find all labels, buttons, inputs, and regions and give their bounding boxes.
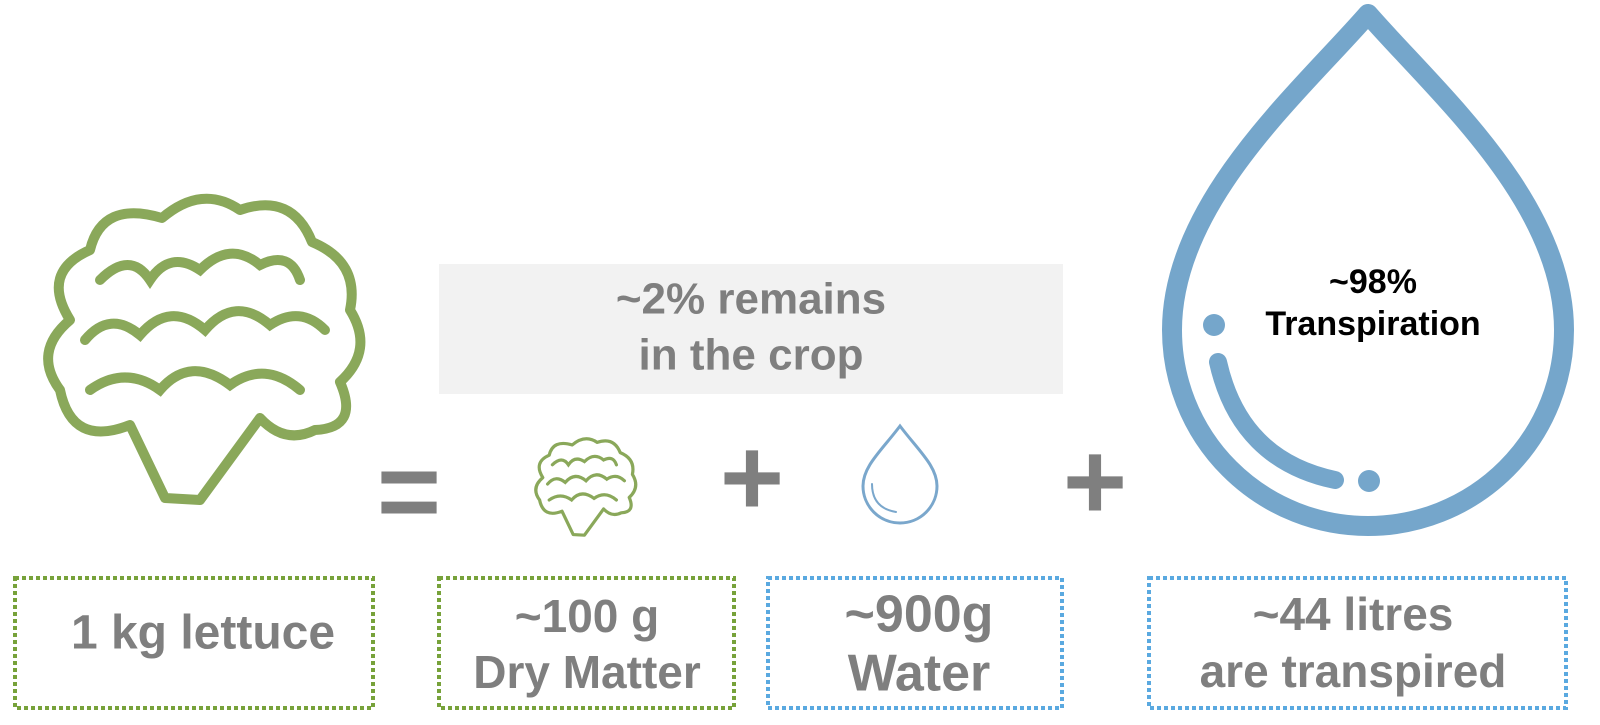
callout-text: in the crop xyxy=(639,331,864,380)
box-text: ~900g xyxy=(845,586,994,644)
lettuce-icon xyxy=(48,199,360,500)
box-text: ~100 g xyxy=(515,590,660,642)
operator: + xyxy=(720,416,784,539)
drop-shine xyxy=(872,484,896,512)
drop-dot xyxy=(1203,314,1225,336)
box-text: are transpired xyxy=(1200,645,1507,697)
drop-dot xyxy=(1358,470,1380,492)
box-text: Water xyxy=(848,645,991,703)
infographic: ~2% remains in the crop = + + ~98% Trans… xyxy=(0,0,1600,725)
box-text: Dry Matter xyxy=(473,646,701,698)
box-text: 1 kg lettuce xyxy=(71,607,335,660)
page: ~2% remains in the crop = + + ~98% Trans… xyxy=(0,0,1600,725)
operator: + xyxy=(1063,420,1127,543)
drop-label: ~98% xyxy=(1329,263,1417,301)
operator: = xyxy=(377,430,441,553)
water-drop-small xyxy=(863,426,937,523)
box-text: ~44 litres xyxy=(1253,588,1454,640)
drop-label: Transpiration xyxy=(1265,305,1480,343)
lettuce-icon-small xyxy=(536,439,636,535)
callout-text: ~2% remains xyxy=(616,275,886,324)
